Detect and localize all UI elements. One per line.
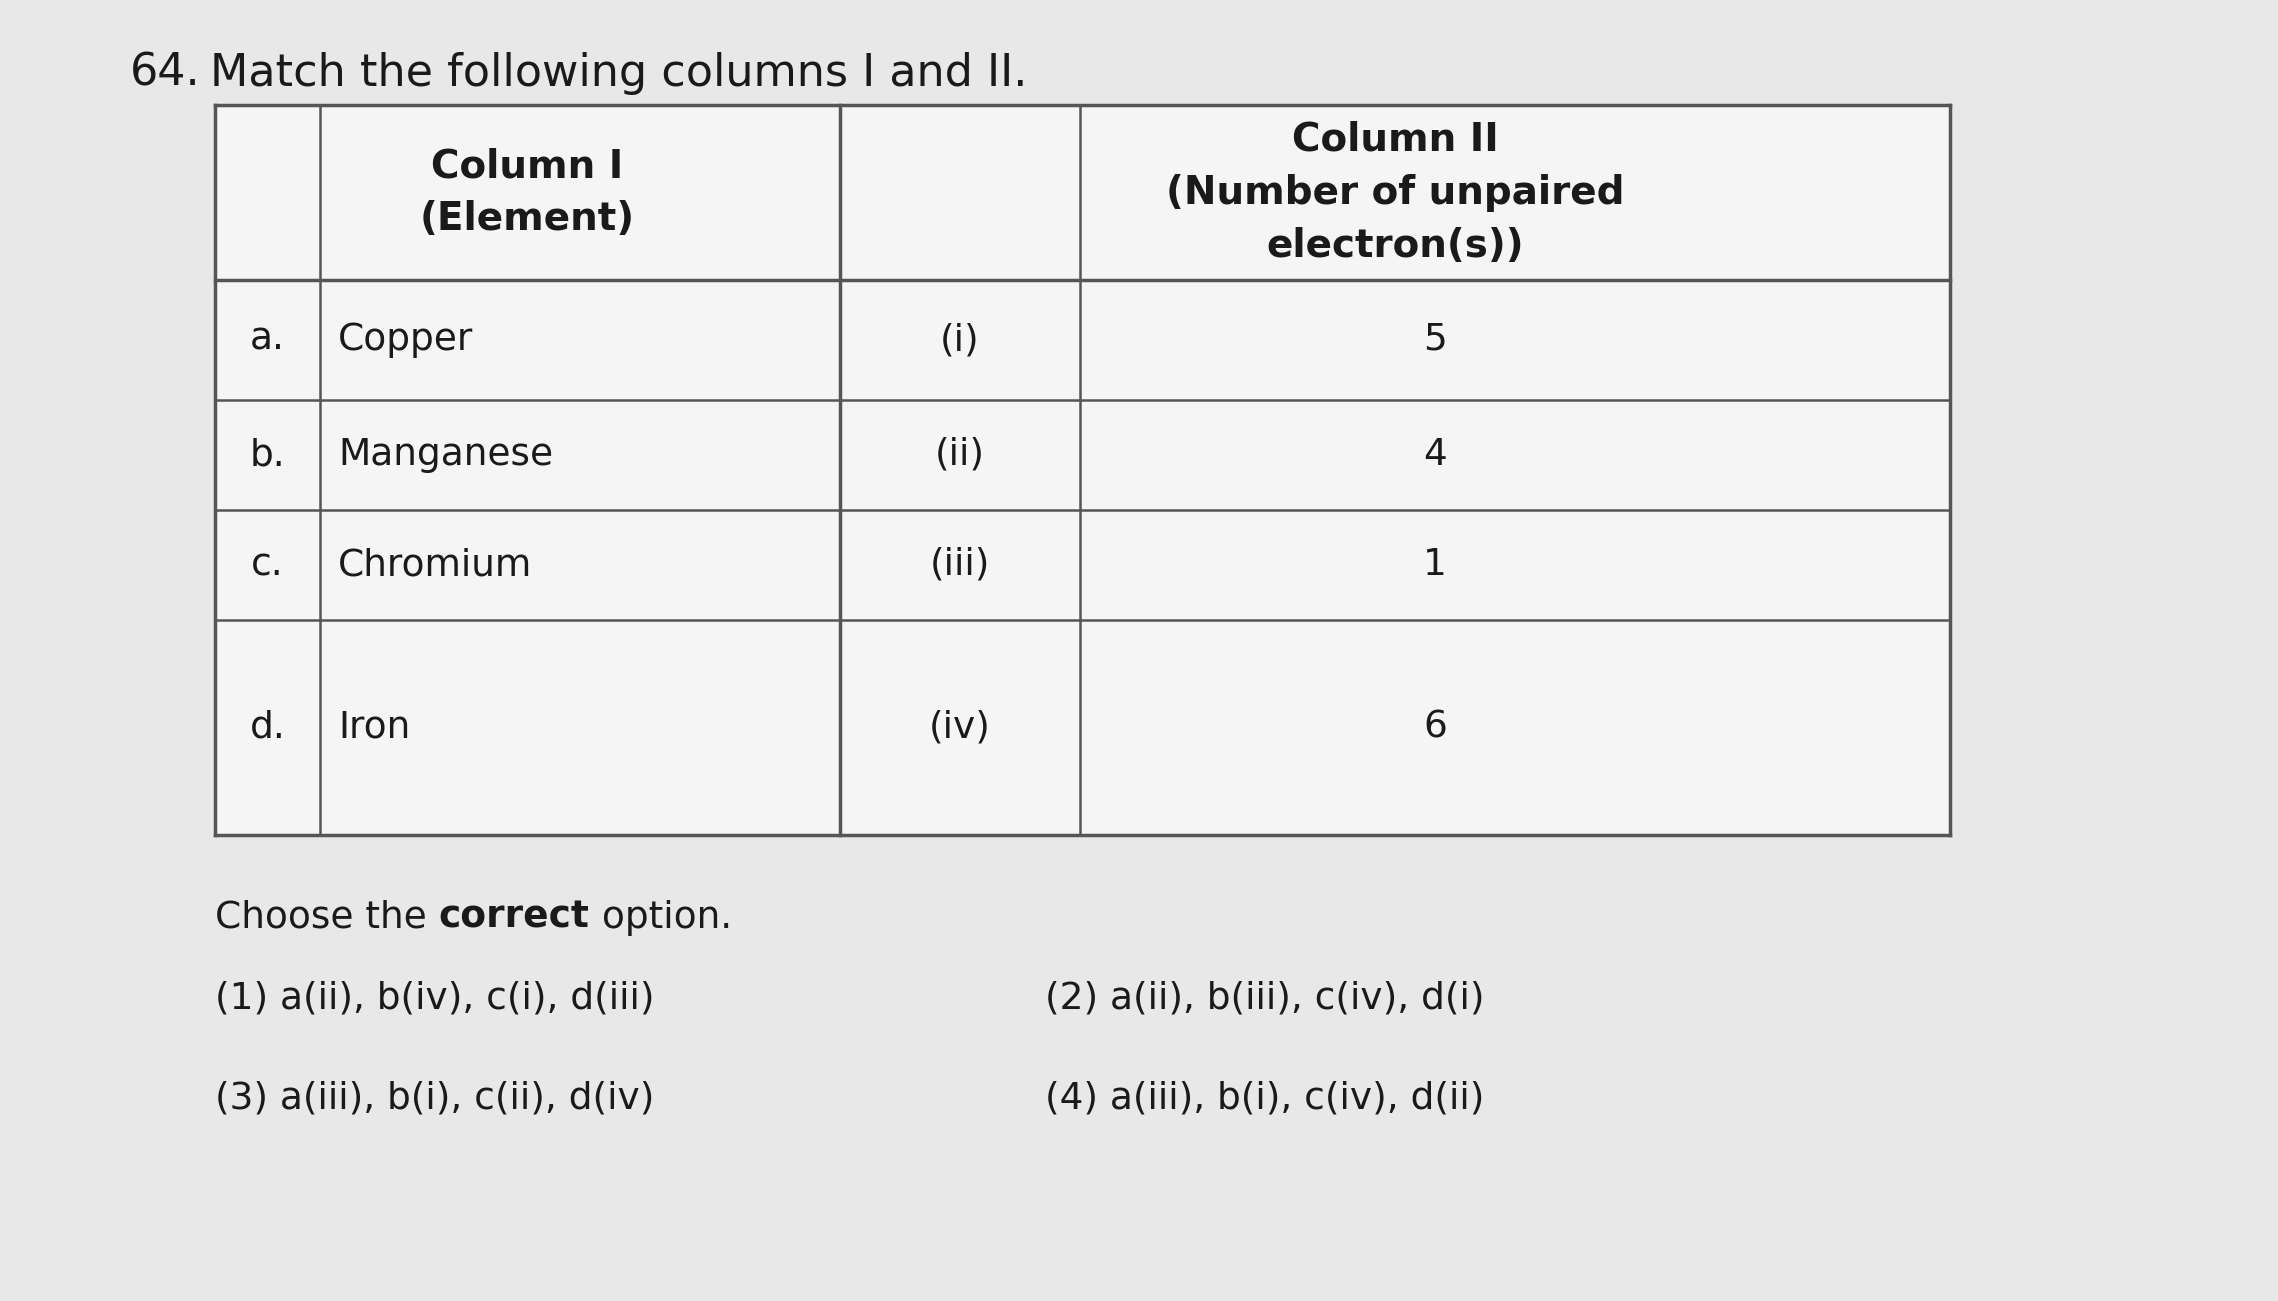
Text: Column I
(Element): Column I (Element) [419, 147, 636, 238]
Text: correct: correct [440, 900, 590, 935]
Text: (ii): (ii) [934, 437, 984, 474]
Text: 1: 1 [1424, 546, 1447, 583]
Text: (i): (i) [941, 323, 980, 358]
Text: Manganese: Manganese [337, 437, 554, 474]
Text: (2) a(ii), b(iii), c(iv), d(i): (2) a(ii), b(iii), c(iv), d(i) [1046, 980, 1485, 1016]
Text: (3) a(iii), b(i), c(ii), d(iv): (3) a(iii), b(i), c(ii), d(iv) [214, 1080, 654, 1116]
Text: Copper: Copper [337, 323, 474, 358]
Text: 4: 4 [1424, 437, 1447, 474]
Text: (iii): (iii) [929, 546, 991, 583]
Text: (1) a(ii), b(iv), c(i), d(iii): (1) a(ii), b(iv), c(i), d(iii) [214, 980, 654, 1016]
Bar [214, 105, 1950, 835]
Text: 6: 6 [1424, 709, 1447, 745]
Text: Iron: Iron [337, 709, 410, 745]
Text: Match the following columns I and II.: Match the following columns I and II. [210, 52, 1027, 95]
Text: (4) a(iii), b(i), c(iv), d(ii): (4) a(iii), b(i), c(iv), d(ii) [1046, 1080, 1485, 1116]
Text: d.: d. [251, 709, 285, 745]
Text: c.: c. [251, 546, 285, 583]
Text: Chromium: Chromium [337, 546, 533, 583]
Text: (iv): (iv) [929, 709, 991, 745]
Text: Choose the: Choose the [214, 900, 440, 935]
Text: 64.: 64. [130, 52, 200, 95]
Text: Column II
(Number of unpaired
electron(s)): Column II (Number of unpaired electron(s… [1166, 121, 1624, 264]
Text: b.: b. [251, 437, 285, 474]
Text: a.: a. [251, 323, 285, 358]
Text: 5: 5 [1424, 323, 1447, 358]
Text: option.: option. [590, 900, 731, 935]
